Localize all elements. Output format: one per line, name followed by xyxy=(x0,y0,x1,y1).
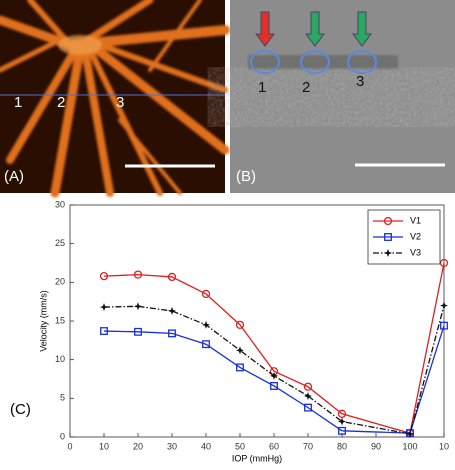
marker xyxy=(236,346,244,355)
marker xyxy=(338,417,346,426)
marker xyxy=(270,371,278,380)
vessel-number: 3 xyxy=(116,94,124,111)
vessel-hub xyxy=(58,35,102,55)
marker xyxy=(337,409,347,418)
vessel-number: 1 xyxy=(14,94,22,111)
marker xyxy=(304,392,312,400)
marker xyxy=(167,272,177,282)
vessel-number: 2 xyxy=(302,79,310,96)
marker xyxy=(338,426,346,435)
marker xyxy=(202,320,210,329)
marker xyxy=(235,320,245,330)
x-tick-label: 80 xyxy=(337,441,347,451)
vessel-band xyxy=(248,55,398,69)
marker xyxy=(100,303,108,312)
x-tick-label: 60 xyxy=(269,441,279,451)
x-tick-label: 0 xyxy=(67,441,72,451)
x-axis-label: IOP (mmHg) xyxy=(232,453,282,463)
marker xyxy=(270,382,278,390)
series-line xyxy=(103,305,445,435)
x-tick-label: 20 xyxy=(133,441,143,451)
x-tick-label: 90 xyxy=(371,441,381,451)
noise-band xyxy=(230,72,455,122)
series-line xyxy=(103,325,445,434)
legend-marker xyxy=(384,233,392,241)
panel-b: 1 2 3 (B) xyxy=(230,0,455,193)
x-tick-label: 30 xyxy=(167,441,177,451)
panel-label: (C) xyxy=(10,401,31,418)
marker xyxy=(168,329,176,338)
series-line xyxy=(103,262,445,434)
arrows xyxy=(255,11,372,47)
marker xyxy=(440,301,448,310)
panel-label: (A) xyxy=(4,168,24,185)
marker xyxy=(201,289,211,299)
y-tick-label: 15 xyxy=(55,315,65,325)
vessel-number: 1 xyxy=(258,79,266,96)
marker xyxy=(303,382,313,391)
y-tick-label: 0 xyxy=(60,431,65,441)
vessel-circles xyxy=(250,50,377,74)
marker xyxy=(236,363,244,372)
y-tick-label: 20 xyxy=(55,277,65,287)
marker xyxy=(133,270,143,279)
marker xyxy=(439,258,449,268)
x-tick-label: 50 xyxy=(235,441,245,451)
x-tick-label: 40 xyxy=(201,441,211,451)
vessel-number: 3 xyxy=(356,73,364,90)
y-tick-label: 10 xyxy=(55,354,65,364)
marker xyxy=(134,302,142,311)
marker xyxy=(99,271,109,281)
y-tick-label: 5 xyxy=(60,393,65,403)
x-tick-label: 10 xyxy=(439,441,449,451)
legend-label: V1 xyxy=(410,215,421,225)
legend-label: V2 xyxy=(410,231,421,241)
x-tick-label: 100 xyxy=(402,441,417,451)
panel-label: (B) xyxy=(236,168,256,185)
y-tick-label: 30 xyxy=(55,199,65,209)
marker xyxy=(134,327,142,336)
y-axis-label: Velocity (mm/s) xyxy=(38,290,48,352)
y-tick-label: 25 xyxy=(55,238,65,248)
marker xyxy=(168,306,176,315)
x-tick-label: 70 xyxy=(303,441,313,451)
marker xyxy=(202,340,210,349)
legend-marker xyxy=(383,216,393,226)
vessel-number: 2 xyxy=(57,94,65,111)
legend-marker xyxy=(384,249,392,257)
marker xyxy=(100,327,108,336)
marker xyxy=(304,403,312,412)
legend-label: V3 xyxy=(410,247,421,257)
x-tick-label: 10 xyxy=(99,441,109,451)
marker xyxy=(440,321,448,330)
panel-a: 1 2 3 (A) xyxy=(0,0,230,198)
marker xyxy=(406,429,414,438)
